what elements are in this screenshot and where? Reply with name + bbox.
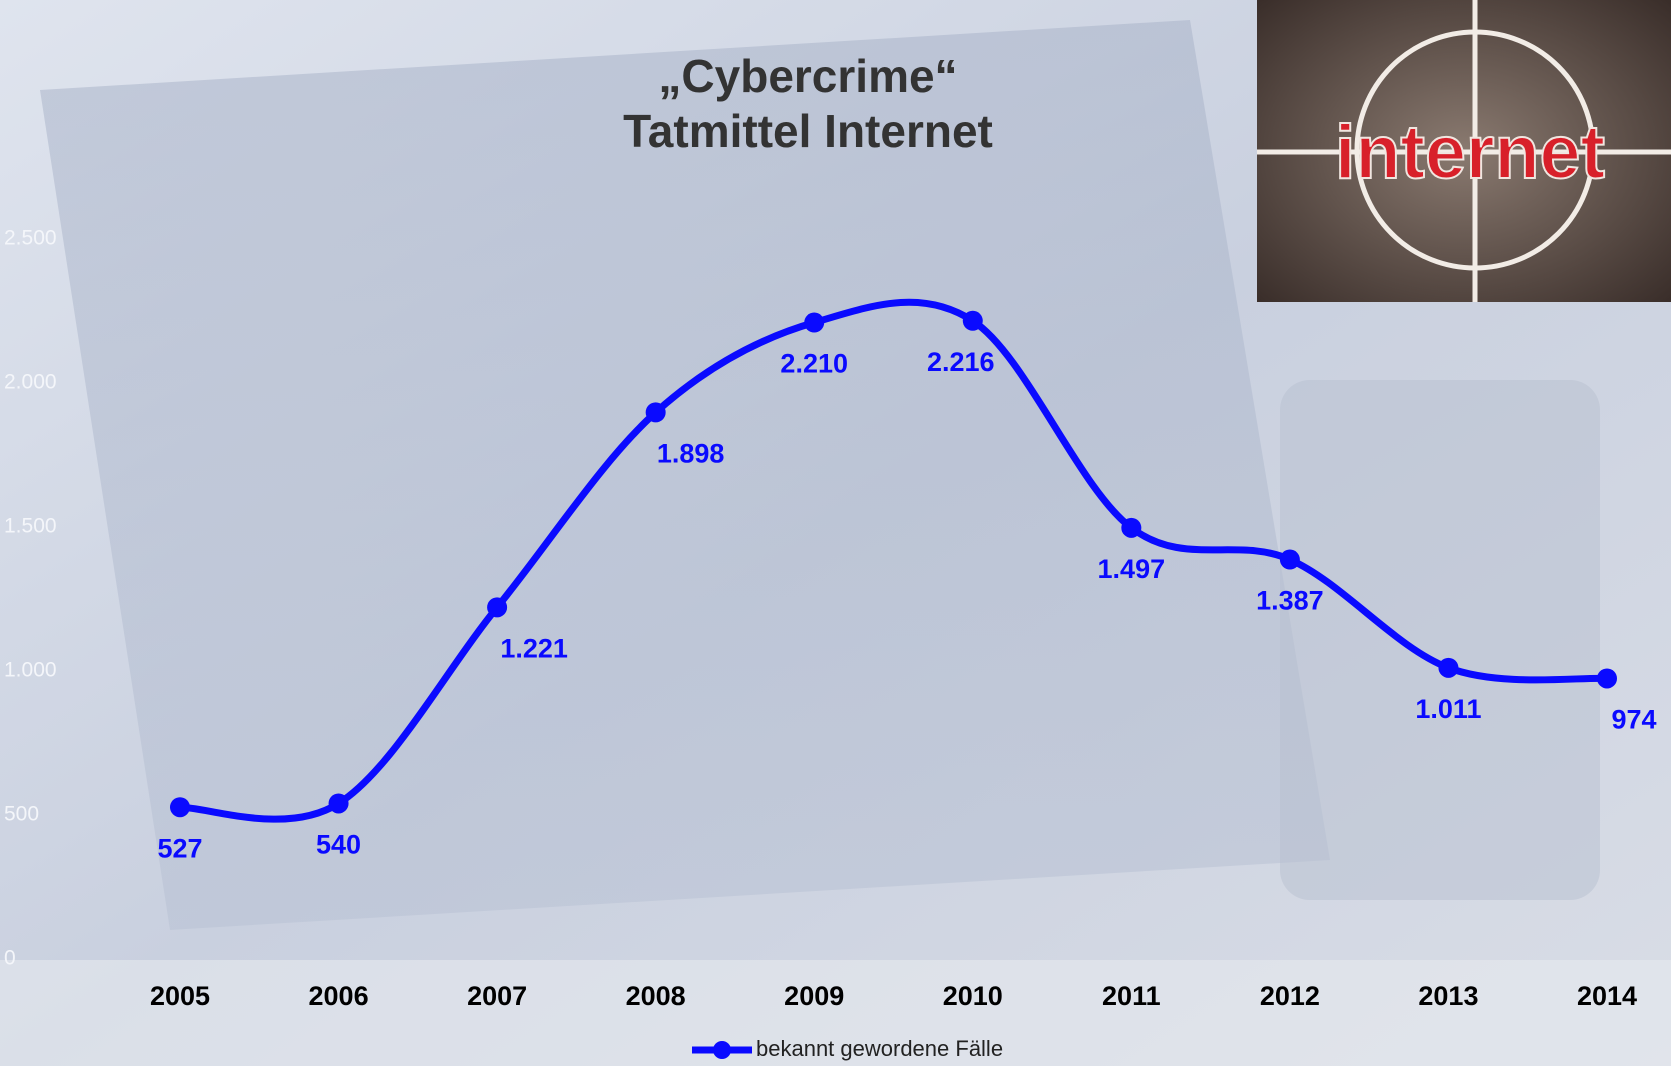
x-tick-label: 2008 xyxy=(626,981,686,1011)
y-tick-label: 2.500 xyxy=(4,227,57,250)
x-tick-label: 2011 xyxy=(1102,981,1161,1011)
y-tick-label: 500 xyxy=(4,803,39,826)
x-tick-label: 2014 xyxy=(1577,981,1637,1011)
data-label: 527 xyxy=(157,833,202,863)
data-point xyxy=(1438,657,1459,678)
data-label: 2.216 xyxy=(927,347,995,377)
x-tick-label: 2005 xyxy=(150,981,210,1011)
legend-label: bekannt gewordene Fälle xyxy=(756,1036,1003,1061)
data-point xyxy=(1279,549,1300,570)
background-screen xyxy=(40,20,1330,930)
x-tick-label: 2012 xyxy=(1260,981,1320,1011)
data-point xyxy=(1597,668,1617,689)
logo: internet xyxy=(1257,0,1671,302)
data-point xyxy=(962,310,983,331)
x-tick-label: 2010 xyxy=(943,981,1003,1011)
y-tick-label: 2.000 xyxy=(4,371,57,394)
data-label: 1.011 xyxy=(1415,694,1481,724)
data-label: 974 xyxy=(1611,705,1656,735)
data-label: 1.221 xyxy=(500,633,568,663)
series-line xyxy=(179,298,1608,823)
chart-subtitle: Tatmittel Internet xyxy=(623,105,993,157)
logo-text: internet xyxy=(1335,110,1605,195)
data-label: 1.387 xyxy=(1256,586,1324,616)
chart-title: „Cybercrime“ xyxy=(658,50,957,102)
data-point xyxy=(1121,517,1142,538)
x-tick-label: 2013 xyxy=(1418,981,1478,1011)
data-label: 1.497 xyxy=(1098,554,1166,584)
data-point xyxy=(645,402,666,423)
data-point xyxy=(328,793,349,814)
x-tick-label: 2007 xyxy=(467,981,527,1011)
x-tick-label: 2006 xyxy=(309,981,369,1011)
data-point xyxy=(170,797,190,818)
y-tick-label: 1.000 xyxy=(4,659,57,682)
background-bottom xyxy=(0,960,1671,1066)
data-label: 540 xyxy=(316,830,361,860)
data-label: 2.210 xyxy=(780,349,848,379)
data-point xyxy=(804,312,825,333)
data-label: 1.898 xyxy=(657,439,725,469)
x-tick-label: 2009 xyxy=(784,981,844,1011)
background-device xyxy=(1280,380,1600,900)
y-tick-label: 1.500 xyxy=(4,515,57,538)
legend-marker xyxy=(713,1041,731,1059)
data-point xyxy=(487,597,508,618)
y-tick-label: 0 xyxy=(4,947,16,970)
